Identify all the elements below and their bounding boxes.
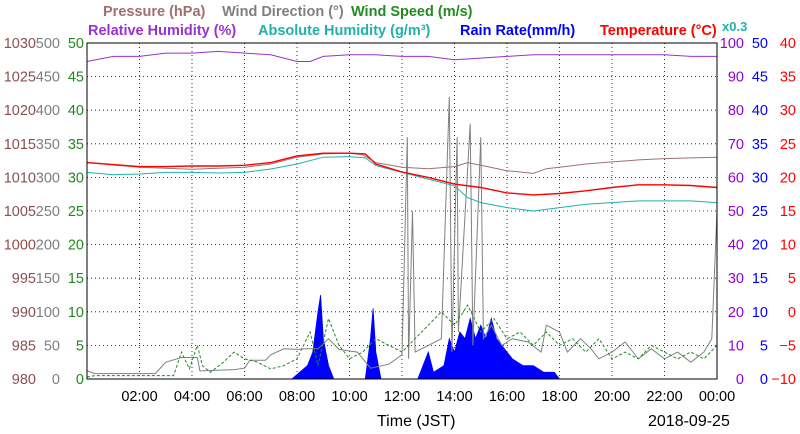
tick-label-wind-direction: 0 — [52, 372, 60, 388]
date-label: 2018-09-25 — [648, 413, 730, 430]
tick-label-wind-speed: 35 — [68, 137, 84, 153]
tick-label-rain-rate: 45 — [752, 70, 768, 86]
x-axis-label: Time (JST) — [377, 413, 456, 430]
tick-label-wind-speed: 25 — [68, 204, 84, 220]
tick-label-relative-humidity: 0 — [736, 372, 744, 388]
scale-note: x0.3 — [722, 19, 747, 34]
tick-label-rain-rate: 0 — [760, 372, 768, 388]
tick-label-relative-humidity: 30 — [728, 271, 744, 287]
tick-label-temperature: 25 — [780, 137, 796, 153]
series-pressure-hpa — [86, 152, 718, 174]
tick-label-rain-rate: 5 — [760, 338, 768, 354]
tick-label-wind-direction: 50 — [44, 338, 60, 354]
tick-label-relative-humidity: 10 — [728, 338, 744, 354]
tick-label-pressure: 1010 — [4, 170, 36, 186]
series-wind-direction — [86, 96, 718, 375]
tick-label-relative-humidity: 100 — [720, 36, 744, 52]
tick-label-wind-speed: 40 — [68, 103, 84, 119]
x-tick-label: 22:00 — [646, 389, 682, 405]
tick-label-pressure: 985 — [12, 338, 36, 354]
legend-wind-speed: Wind Speed (m/s) — [351, 4, 473, 20]
x-tick-label: 06:00 — [226, 389, 262, 405]
tick-label-temperature: −5 — [779, 338, 796, 354]
tick-label-wind-speed: 45 — [68, 70, 84, 86]
tick-label-rain-rate: 50 — [752, 36, 768, 52]
tick-label-wind-speed: 20 — [68, 238, 84, 254]
tick-label-relative-humidity: 50 — [728, 204, 744, 220]
tick-label-relative-humidity: 40 — [728, 238, 744, 254]
tick-label-wind-direction: 150 — [36, 271, 60, 287]
tick-label-pressure: 995 — [12, 271, 36, 287]
tick-label-wind-direction: 400 — [36, 103, 60, 119]
x-tick-label: 18:00 — [541, 389, 577, 405]
x-tick-label: 10:00 — [331, 389, 367, 405]
x-tick-label: 20:00 — [594, 389, 630, 405]
tick-label-relative-humidity: 80 — [728, 103, 744, 119]
tick-label-wind-direction: 250 — [36, 204, 60, 220]
tick-label-wind-direction: 350 — [36, 137, 60, 153]
tick-label-wind-direction: 100 — [36, 305, 60, 321]
tick-label-wind-direction: 450 — [36, 70, 60, 86]
plot-area — [86, 50, 718, 380]
tick-label-wind-speed: 5 — [76, 338, 84, 354]
tick-label-relative-humidity: 60 — [728, 170, 744, 186]
tick-label-pressure: 1030 — [4, 36, 36, 52]
tick-label-rain-rate: 40 — [752, 103, 768, 119]
x-tick-label: 16:00 — [489, 389, 525, 405]
x-tick-label: 04:00 — [174, 389, 210, 405]
x-tick-label: 08:00 — [279, 389, 315, 405]
tick-label-rain-rate: 25 — [752, 204, 768, 220]
tick-label-pressure: 1005 — [4, 204, 36, 220]
tick-label-rain-rate: 15 — [752, 271, 768, 287]
tick-label-temperature: 35 — [780, 70, 796, 86]
tick-label-pressure: 1025 — [4, 70, 36, 86]
tick-label-rain-rate: 10 — [752, 305, 768, 321]
x-tick-label: 14:00 — [436, 389, 472, 405]
tick-label-pressure: 1000 — [4, 238, 36, 254]
tick-label-pressure: 990 — [12, 305, 36, 321]
series-relative-humidity — [86, 50, 717, 62]
tick-label-temperature: 20 — [780, 170, 796, 186]
tick-label-temperature: 30 — [780, 103, 796, 119]
tick-label-temperature: 15 — [780, 204, 796, 220]
series-wind-speed-m-s — [86, 304, 718, 378]
legend-rain-rate: Rain Rate(mm/h) — [460, 23, 575, 39]
tick-label-wind-speed: 0 — [76, 372, 84, 388]
tick-label-temperature: 0 — [788, 305, 796, 321]
tick-label-wind-speed: 50 — [68, 36, 84, 52]
x-tick-label: 00:00 — [699, 389, 735, 405]
gridlines — [87, 43, 717, 379]
legend-pressure: Pressure (hPa) — [103, 4, 206, 20]
legend-temperature: Temperature (°C) — [600, 23, 717, 39]
tick-label-temperature: 40 — [780, 36, 796, 52]
tick-label-wind-speed: 10 — [68, 305, 84, 321]
tick-label-wind-direction: 500 — [36, 36, 60, 52]
tick-label-wind-direction: 200 — [36, 238, 60, 254]
tick-label-rain-rate: 30 — [752, 170, 768, 186]
tick-label-rain-rate: 20 — [752, 238, 768, 254]
tick-label-pressure: 980 — [12, 372, 36, 388]
tick-label-wind-speed: 15 — [68, 271, 84, 287]
legend-absolute-humidity: Absolute Humidity (g/m³) — [258, 23, 431, 39]
tick-label-wind-speed: 30 — [68, 170, 84, 186]
tick-label-rain-rate: 35 — [752, 137, 768, 153]
tick-label-pressure: 1020 — [4, 103, 36, 119]
series-temperature-c — [86, 152, 718, 196]
tick-label-temperature: 10 — [780, 238, 796, 254]
x-tick-label: 12:00 — [384, 389, 420, 405]
axis-ticks: 9809859909951000100510101015102010251030… — [4, 36, 796, 405]
tick-label-relative-humidity: 20 — [728, 305, 744, 321]
tick-label-relative-humidity: 70 — [728, 137, 744, 153]
legend-relative-humidity: Relative Humidity (%) — [88, 23, 236, 39]
series-rain-rate-mm-h — [291, 294, 561, 380]
tick-label-pressure: 1015 — [4, 137, 36, 153]
tick-label-relative-humidity: 90 — [728, 70, 744, 86]
legend-wind-direction: Wind Direction (°) — [222, 4, 344, 20]
tick-label-temperature: −10 — [771, 372, 796, 388]
tick-label-wind-direction: 300 — [36, 170, 60, 186]
x-tick-label: 02:00 — [121, 389, 157, 405]
plot-frame — [86, 42, 718, 380]
tick-label-temperature: 5 — [788, 271, 796, 287]
